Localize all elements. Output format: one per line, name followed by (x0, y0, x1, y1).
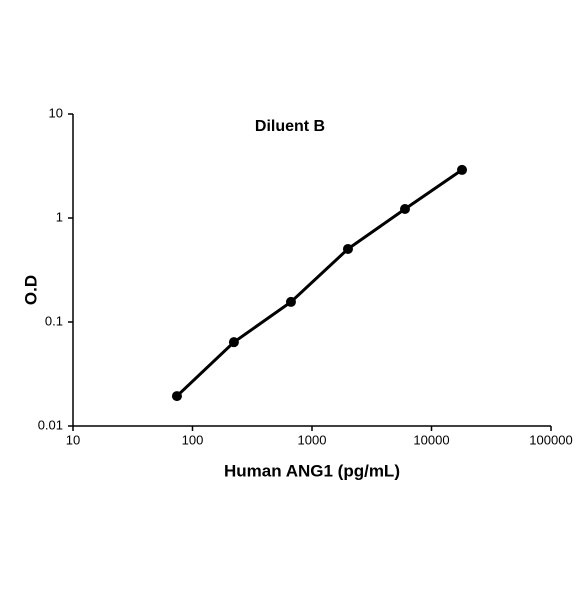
data-point (342, 243, 353, 254)
y-tick-label: 1 (56, 209, 63, 224)
series-line (175, 168, 463, 398)
x-tick-label: 100 (182, 432, 204, 447)
y-tick-label: 10 (49, 105, 63, 120)
data-point (399, 204, 410, 215)
x-tick-label: 10000 (413, 432, 449, 447)
chart-title: Diluent B (255, 118, 325, 135)
x-tick-label: 10 (66, 432, 80, 447)
y-tick-label: 0.1 (45, 313, 63, 328)
data-point (228, 337, 239, 348)
data-point (457, 164, 468, 175)
y-axis-label: O.D (21, 275, 40, 305)
y-tick-label: 0.01 (38, 417, 63, 432)
x-axis-label: Human ANG1 (pg/mL) (224, 461, 400, 480)
x-tick-label: 1000 (298, 432, 327, 447)
data-point (285, 296, 296, 307)
x-tick-label: 100000 (529, 432, 572, 447)
data-point (171, 391, 182, 402)
